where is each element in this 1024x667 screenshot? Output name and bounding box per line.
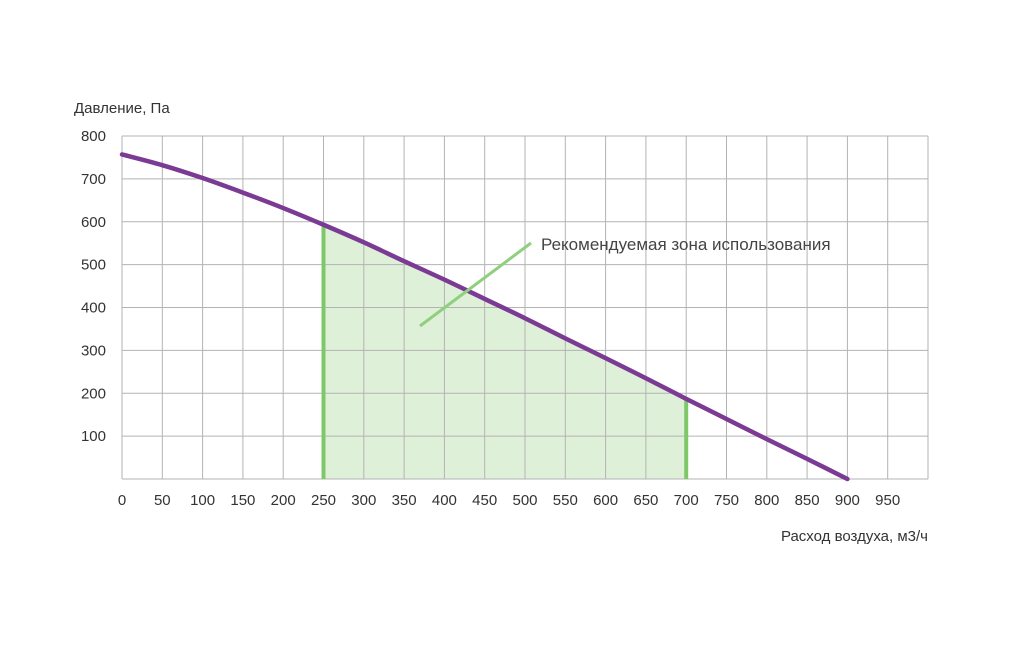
x-tick-label: 550 xyxy=(553,492,578,509)
y-axis-ticks: 100 200 300 400 500 600 700 800 xyxy=(81,128,106,445)
x-tick-label: 700 xyxy=(674,492,699,509)
x-axis-ticks: 0 50 100 150 200 250 300 350 400 450 500 550 600 650 7… xyxy=(118,492,900,509)
x-tick-label: 250 xyxy=(311,492,336,509)
x-tick-label: 200 xyxy=(271,492,296,509)
series-line-pressure xyxy=(119,152,850,482)
x-tick-label: 300 xyxy=(351,492,376,509)
x-tick-label: 600 xyxy=(593,492,618,509)
y-tick-label: 500 xyxy=(81,257,106,274)
x-tick-label: 350 xyxy=(392,492,417,509)
y-axis-title: Давление, Па xyxy=(74,100,170,117)
x-tick-label: 150 xyxy=(230,492,255,509)
recommended-zone-layer xyxy=(323,224,687,479)
x-tick-label: 50 xyxy=(154,492,171,509)
y-tick-label: 200 xyxy=(81,385,106,402)
recommended-zone-area xyxy=(323,224,687,479)
x-tick-label: 500 xyxy=(512,492,537,509)
y-tick-label: 400 xyxy=(81,300,106,317)
x-tick-label: 100 xyxy=(190,492,215,509)
y-tick-label: 600 xyxy=(81,214,106,231)
x-tick-label: 900 xyxy=(835,492,860,509)
x-tick-label: 800 xyxy=(754,492,779,509)
recommended-zone-edges xyxy=(321,224,689,479)
series-layer xyxy=(119,152,850,482)
y-tick-label: 300 xyxy=(81,342,106,359)
y-tick-label: 700 xyxy=(81,171,106,188)
zone-annotation-label: Рекомендуемая зона использования xyxy=(541,235,831,254)
x-tick-label: 450 xyxy=(472,492,497,509)
x-tick-label: 0 xyxy=(118,492,126,509)
x-tick-label: 400 xyxy=(432,492,457,509)
y-tick-label: 100 xyxy=(81,428,106,445)
y-tick-label: 800 xyxy=(81,128,106,145)
zone-annotation-pointer xyxy=(419,241,532,328)
x-tick-label: 950 xyxy=(875,492,900,509)
x-axis-title: Расход воздуха, м3/ч xyxy=(781,528,928,545)
x-tick-label: 650 xyxy=(633,492,658,509)
grid xyxy=(121,135,929,480)
x-tick-label: 850 xyxy=(795,492,820,509)
x-tick-label: 750 xyxy=(714,492,739,509)
